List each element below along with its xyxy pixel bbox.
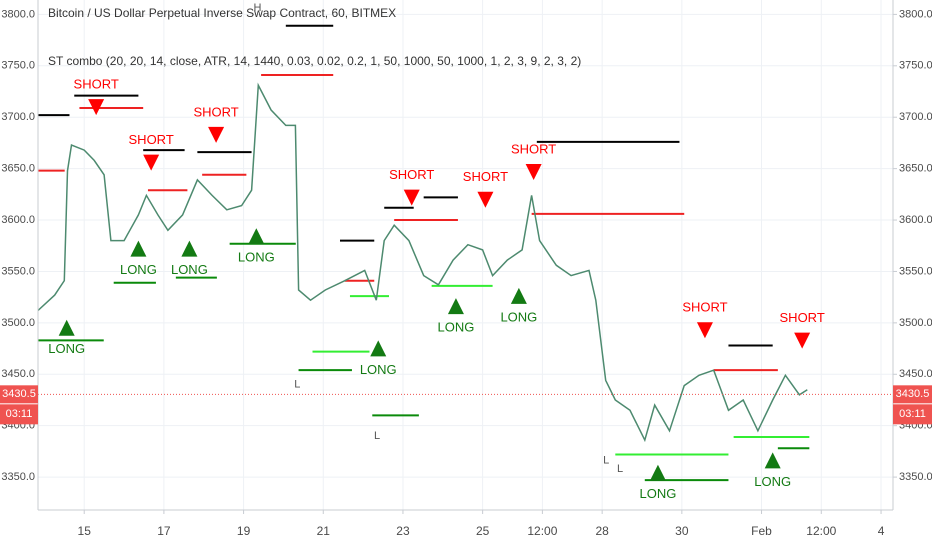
short-arrow — [525, 163, 542, 180]
y-tick-label: 3600.0 — [899, 214, 932, 226]
long-label: LONG — [360, 362, 397, 377]
long-label: LONG — [500, 309, 537, 324]
axes: 3350.03350.03400.03400.03450.03450.03500… — [0, 8, 932, 538]
short-label: SHORT — [129, 132, 174, 147]
x-tick-label: 12:00 — [527, 524, 557, 538]
x-tick-label: Feb — [751, 524, 772, 538]
x-tick-label: 12:00 — [806, 524, 836, 538]
countdown-box — [0, 404, 38, 425]
long-arrow — [764, 452, 781, 469]
y-tick-label-left: 3500.0 — [1, 317, 35, 329]
extreme-marker: L — [374, 430, 380, 442]
y-tick-label-left: 3600.0 — [1, 214, 35, 226]
x-tick-label: 25 — [476, 524, 490, 538]
short-arrow — [794, 332, 811, 349]
short-label: SHORT — [463, 169, 508, 184]
x-tick-label: 23 — [396, 524, 410, 538]
long-label: LONG — [640, 486, 677, 501]
y-tick-label-left: 3700.0 — [1, 111, 35, 123]
short-arrow — [403, 189, 420, 206]
long-label: LONG — [171, 262, 208, 277]
y-tick-label-left: 3750.0 — [1, 60, 35, 72]
y-tick-label-left: 3650.0 — [1, 163, 35, 175]
long-arrow — [649, 464, 666, 481]
y-tick-label: 3650.0 — [899, 163, 932, 175]
indicator-label: ST combo (20, 20, 14, close, ATR, 14, 14… — [48, 54, 581, 68]
long-arrow — [248, 228, 265, 245]
long-arrow — [447, 298, 464, 315]
short-label: SHORT — [74, 77, 119, 92]
long-arrow — [181, 240, 198, 257]
long-arrow — [130, 240, 147, 257]
short-label: SHORT — [511, 141, 556, 156]
extreme-marker: L — [294, 378, 300, 390]
grid — [38, 0, 893, 510]
short-arrow — [208, 126, 225, 143]
x-tick-label: 28 — [595, 524, 609, 538]
y-tick-label: 3750.0 — [899, 60, 932, 72]
countdown-box — [893, 404, 932, 425]
countdown-label: 03:11 — [6, 408, 33, 420]
long-label: LONG — [120, 262, 157, 277]
y-tick-label: 3450.0 — [899, 368, 932, 380]
x-tick-label: 17 — [157, 524, 171, 538]
long-label: LONG — [48, 341, 85, 356]
y-tick-label: 3350.0 — [899, 471, 932, 483]
extreme-marker: L — [603, 455, 609, 467]
extreme-marker: L — [617, 463, 623, 475]
y-tick-label-left: 3800.0 — [1, 8, 35, 20]
last-price-box — [893, 385, 932, 404]
chart-title: Bitcoin / US Dollar Perpetual Inverse Sw… — [48, 6, 396, 20]
price-line — [38, 82, 808, 443]
x-tick-label: 19 — [237, 524, 251, 538]
long-label: LONG — [754, 474, 791, 489]
short-label: SHORT — [780, 310, 825, 325]
long-arrow — [510, 287, 527, 304]
last-price-label: 3430.5 — [2, 388, 36, 400]
long-arrow — [58, 319, 75, 336]
x-tick-label: 30 — [675, 524, 689, 538]
y-tick-label: 3700.0 — [899, 111, 932, 123]
y-tick-label: 3550.0 — [899, 265, 932, 277]
last-price-label: 3430.5 — [896, 388, 930, 400]
x-tick-label: 4 — [878, 524, 885, 538]
long-label: LONG — [238, 250, 275, 265]
short-arrow — [477, 191, 494, 208]
short-arrow — [88, 99, 105, 116]
y-tick-label-left: 3550.0 — [1, 265, 35, 277]
y-tick-label-left: 3350.0 — [1, 471, 35, 483]
extreme-marker: H — [254, 2, 262, 14]
y-tick-label-left: 3450.0 — [1, 368, 35, 380]
x-tick-label: 21 — [317, 524, 331, 538]
y-tick-label: 3800.0 — [899, 8, 932, 20]
long-arrow — [370, 340, 387, 357]
x-tick-label: 15 — [78, 524, 92, 538]
long-label: LONG — [438, 320, 475, 335]
last-price-box — [0, 385, 38, 404]
countdown-label: 03:11 — [899, 408, 926, 420]
short-arrow — [696, 322, 713, 339]
short-label: SHORT — [682, 300, 727, 315]
short-label: SHORT — [389, 167, 434, 182]
y-tick-label: 3500.0 — [899, 317, 932, 329]
short-label: SHORT — [193, 104, 238, 119]
short-arrow — [143, 154, 160, 171]
